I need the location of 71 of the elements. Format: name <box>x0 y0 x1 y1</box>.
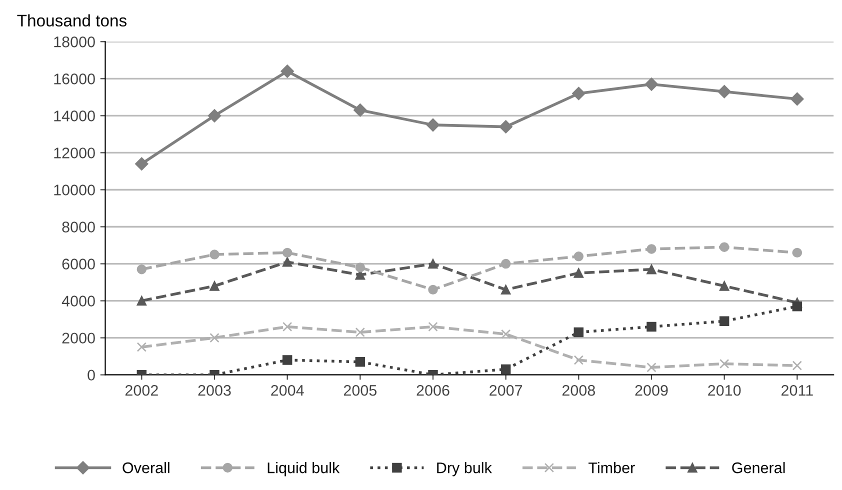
point <box>428 322 438 332</box>
y-tick-label: 18000 <box>54 36 95 48</box>
x-tick-label: 2005 <box>344 384 377 396</box>
point <box>574 268 584 278</box>
x-tick-label: 2010 <box>708 384 741 396</box>
point <box>136 264 147 274</box>
point <box>646 322 656 332</box>
point <box>282 355 292 365</box>
point <box>646 362 656 372</box>
point <box>719 281 730 291</box>
point <box>574 252 584 262</box>
point <box>719 358 730 369</box>
x-tick-label: 2008 <box>562 384 595 396</box>
y-tick-label: 0 <box>88 370 95 381</box>
y-axis-title: Thousand tons <box>17 14 126 27</box>
point <box>208 109 222 122</box>
y-tick-label: 2000 <box>62 332 95 344</box>
point <box>719 316 730 326</box>
x-tick-label: 2007 <box>490 384 522 396</box>
point <box>282 248 292 258</box>
point <box>428 284 438 295</box>
y-tick-label: 16000 <box>54 74 95 84</box>
x-tick-label: 2006 <box>416 384 450 396</box>
point <box>500 364 511 374</box>
point <box>644 78 658 91</box>
point <box>210 250 220 260</box>
point <box>499 120 512 134</box>
point <box>646 264 656 274</box>
point <box>280 64 294 78</box>
point <box>718 85 731 98</box>
point <box>282 257 292 267</box>
point <box>500 329 511 339</box>
point <box>646 244 656 254</box>
y-tick-label: 14000 <box>54 110 95 122</box>
point <box>210 332 220 343</box>
legend-label: Dry bulk <box>437 462 492 476</box>
point <box>428 258 438 269</box>
point <box>572 86 586 100</box>
y-tick-label: 6000 <box>62 258 95 270</box>
legend-label: Overall <box>122 462 170 474</box>
point <box>574 355 584 365</box>
point <box>282 322 292 332</box>
point <box>574 327 584 338</box>
point <box>136 296 147 306</box>
legend-label: Liquid bulk <box>268 462 340 476</box>
point <box>355 262 366 272</box>
point <box>719 242 730 252</box>
point <box>354 104 367 117</box>
point <box>355 357 366 367</box>
y-tick-label: 8000 <box>62 222 95 232</box>
x-tick-label: 2004 <box>271 384 304 396</box>
point <box>210 281 220 291</box>
point <box>136 342 147 352</box>
point <box>792 248 802 258</box>
x-tick-label: 2002 <box>125 384 158 396</box>
x-tick-label: 2003 <box>198 384 231 396</box>
point <box>792 360 802 370</box>
point <box>135 157 148 170</box>
x-tick-label: 2011 <box>782 384 813 396</box>
point <box>500 284 511 295</box>
x-tick-label: 2009 <box>635 384 668 396</box>
legend-label: Timber <box>588 462 635 474</box>
point <box>792 301 802 312</box>
y-tick-label: 12000 <box>54 148 95 158</box>
point <box>500 258 511 269</box>
y-tick-label: 4000 <box>62 296 95 306</box>
point <box>355 327 366 338</box>
legend-label: General <box>732 462 785 474</box>
y-tick-label: 10000 <box>54 184 95 196</box>
point <box>426 118 440 132</box>
point <box>790 92 804 106</box>
